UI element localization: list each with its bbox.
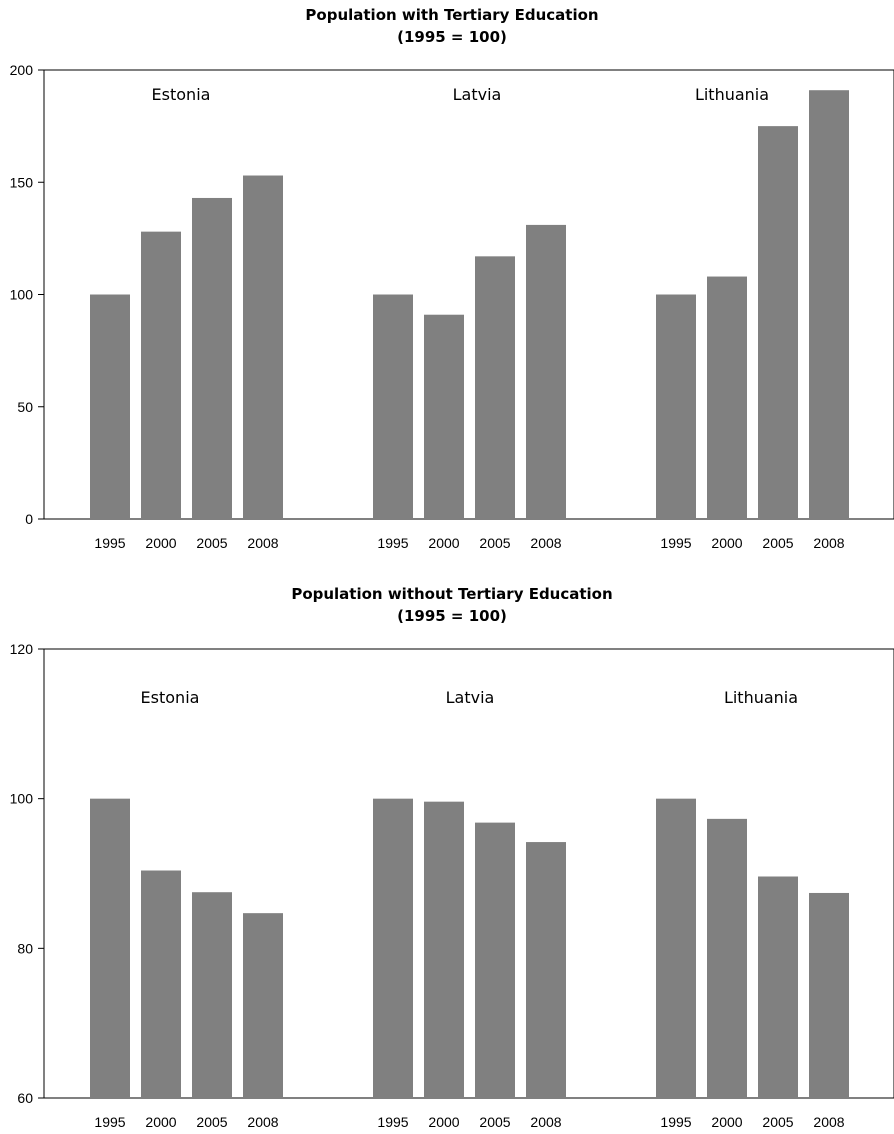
x-tick-label: 2008 xyxy=(530,535,561,551)
bar-latvia-2008 xyxy=(526,842,566,1098)
bar-estonia-2005 xyxy=(192,197,232,519)
group-label: Estonia xyxy=(141,688,200,707)
bar-lithuania-2008 xyxy=(809,892,849,1098)
chart-tertiary: Population with Tertiary Education (1995… xyxy=(10,6,894,551)
y-tick-label: 200 xyxy=(10,62,34,78)
bar-estonia-2005 xyxy=(192,892,232,1098)
x-tick-label: 1995 xyxy=(377,535,408,551)
x-tick-label: 2000 xyxy=(428,535,459,551)
y-tick-label: 0 xyxy=(25,511,33,527)
y-axis: 0 50 100 150 200 xyxy=(10,62,44,527)
x-tick-label: 2000 xyxy=(711,1114,742,1130)
x-tick-label: 2000 xyxy=(711,535,742,551)
bar-lithuania-1995 xyxy=(656,294,696,519)
y-tick-label: 100 xyxy=(10,287,34,303)
y-tick-label: 120 xyxy=(10,641,34,657)
x-tick-label: 1995 xyxy=(94,1114,125,1130)
bar-estonia-2000 xyxy=(141,231,181,519)
x-tick-label: 2005 xyxy=(762,1114,793,1130)
x-axis: 1995 2000 2005 2008 1995 2000 2005 2008 1995 2000… xyxy=(94,1114,844,1130)
bar-lithuania-2005 xyxy=(758,126,798,519)
y-tick-label: 150 xyxy=(10,174,34,190)
x-tick-label: 2008 xyxy=(813,535,844,551)
x-tick-label: 2000 xyxy=(145,1114,176,1130)
x-tick-label: 1995 xyxy=(377,1114,408,1130)
chart-subtitle: (1995 = 100) xyxy=(397,28,507,46)
chart-non-tertiary: Population without Tertiary Education (1… xyxy=(10,585,894,1130)
group-label: Latvia xyxy=(453,85,502,104)
y-tick-label: 60 xyxy=(17,1090,33,1106)
bar-lithuania-2000 xyxy=(707,276,747,519)
bar-layer xyxy=(90,798,849,1098)
bar-lithuania-2005 xyxy=(758,876,798,1098)
chart-title: Population without Tertiary Education xyxy=(291,585,612,603)
bar-latvia-2008 xyxy=(526,224,566,519)
x-tick-label: 2005 xyxy=(479,1114,510,1130)
bar-lithuania-2008 xyxy=(809,90,849,519)
bar-lithuania-2000 xyxy=(707,818,747,1098)
bar-estonia-2008 xyxy=(243,913,283,1098)
x-tick-label: 2008 xyxy=(247,1114,278,1130)
bar-layer xyxy=(90,90,849,519)
bar-latvia-2005 xyxy=(475,822,515,1098)
x-axis: 1995 2000 2005 2008 1995 2000 2005 2008 1995 2000… xyxy=(94,535,844,551)
bar-latvia-1995 xyxy=(373,798,413,1098)
y-tick-label: 50 xyxy=(17,399,33,415)
group-labels: Estonia Latvia Lithuania xyxy=(152,85,770,104)
group-label: Latvia xyxy=(446,688,495,707)
group-label: Lithuania xyxy=(695,85,769,104)
bar-latvia-2000 xyxy=(424,801,464,1098)
group-labels: Estonia Latvia Lithuania xyxy=(141,688,799,707)
x-tick-label: 2000 xyxy=(428,1114,459,1130)
bar-estonia-2000 xyxy=(141,870,181,1098)
bar-estonia-2008 xyxy=(243,175,283,519)
plot-frame xyxy=(43,648,894,1099)
x-tick-label: 1995 xyxy=(660,1114,691,1130)
y-axis: 60 80 100 120 xyxy=(10,641,44,1106)
x-tick-label: 1995 xyxy=(660,535,691,551)
bar-latvia-2005 xyxy=(475,256,515,519)
x-tick-label: 2000 xyxy=(145,535,176,551)
x-tick-label: 2005 xyxy=(762,535,793,551)
x-tick-label: 1995 xyxy=(94,535,125,551)
bar-estonia-1995 xyxy=(90,798,130,1098)
x-tick-label: 2005 xyxy=(479,535,510,551)
chart-subtitle: (1995 = 100) xyxy=(397,607,507,625)
group-label: Estonia xyxy=(152,85,211,104)
group-label: Lithuania xyxy=(724,688,798,707)
y-tick-label: 80 xyxy=(17,940,33,956)
bar-estonia-1995 xyxy=(90,294,130,519)
x-tick-label: 2008 xyxy=(530,1114,561,1130)
x-tick-label: 2005 xyxy=(196,1114,227,1130)
bar-latvia-1995 xyxy=(373,294,413,519)
y-tick-label: 100 xyxy=(10,791,34,807)
chart-title: Population with Tertiary Education xyxy=(305,6,598,24)
x-tick-label: 2005 xyxy=(196,535,227,551)
x-tick-label: 2008 xyxy=(247,535,278,551)
x-tick-label: 2008 xyxy=(813,1114,844,1130)
bar-lithuania-1995 xyxy=(656,798,696,1098)
bar-latvia-2000 xyxy=(424,314,464,519)
